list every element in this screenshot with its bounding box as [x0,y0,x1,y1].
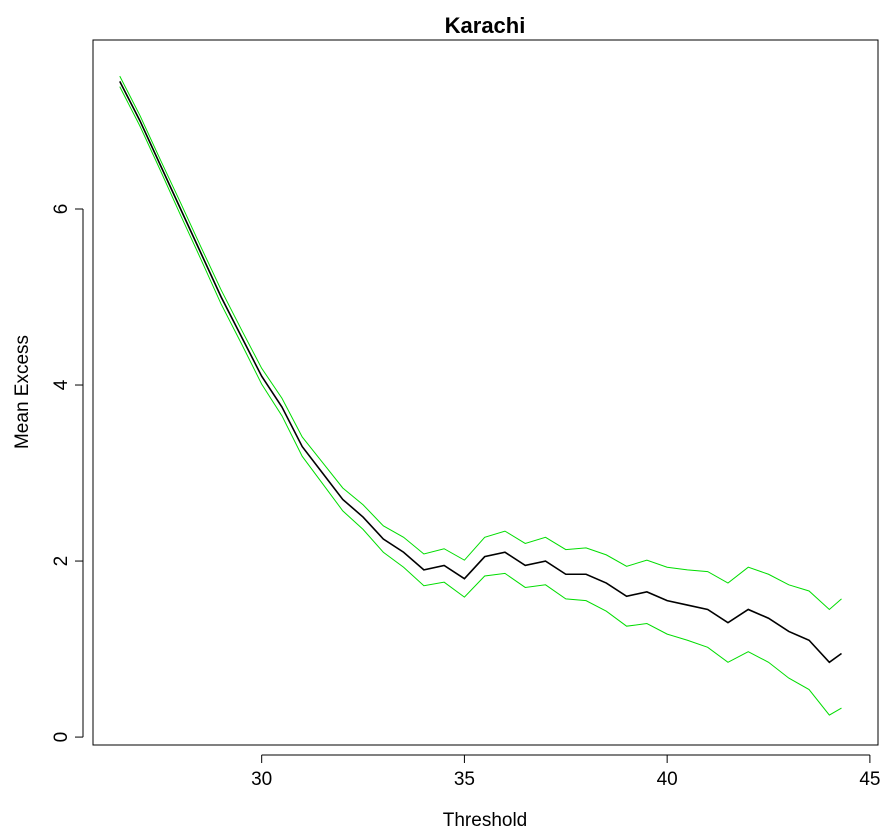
x-tick-label: 30 [251,769,272,790]
x-tick-label: 45 [859,769,880,790]
x-tick-label: 35 [454,769,475,790]
x-tick-label: 40 [657,769,678,790]
series-line [119,86,842,716]
series-line [119,75,842,611]
y-tick-label: 4 [51,379,72,390]
plot-frame [92,39,879,746]
chart-title: Karachi [445,13,526,38]
series-line [119,81,842,664]
y-axis-label: Mean Excess [12,335,33,449]
y-tick-label: 0 [51,732,72,743]
y-tick-label: 2 [51,556,72,567]
x-axis-label: Threshold [443,810,528,831]
y-tick-label: 6 [51,204,72,215]
